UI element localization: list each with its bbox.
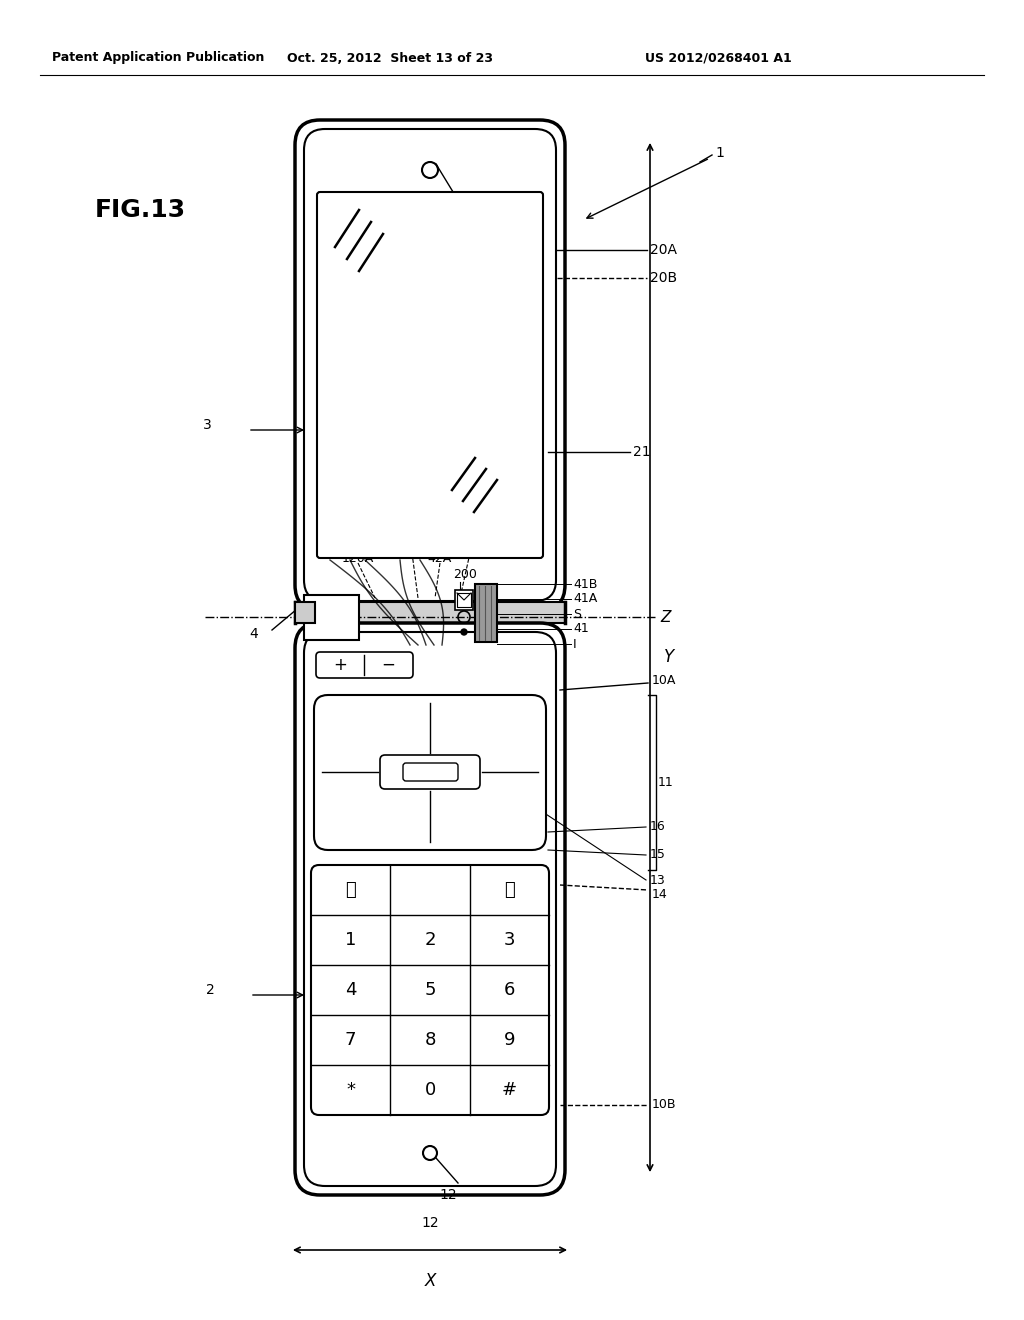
Bar <box>295 602 315 623</box>
Text: S: S <box>573 607 581 620</box>
Text: 4: 4 <box>345 981 356 999</box>
Bar <box>455 590 473 610</box>
Text: 5: 5 <box>424 981 436 999</box>
Text: Oct. 25, 2012  Sheet 13 of 23: Oct. 25, 2012 Sheet 13 of 23 <box>287 51 493 65</box>
Bar <box>295 602 565 623</box>
Text: 20B: 20B <box>650 271 677 285</box>
FancyBboxPatch shape <box>295 120 565 610</box>
Text: 20A: 20A <box>650 243 677 257</box>
Bar <box>304 595 359 640</box>
Text: *: * <box>346 1081 355 1100</box>
Text: 14: 14 <box>652 888 668 902</box>
Text: 10B: 10B <box>652 1098 677 1111</box>
Text: #: # <box>502 1081 517 1100</box>
Text: 21: 21 <box>633 445 650 459</box>
Text: US 2012/0268401 A1: US 2012/0268401 A1 <box>645 51 792 65</box>
Text: 9: 9 <box>504 1031 515 1049</box>
FancyBboxPatch shape <box>314 696 546 850</box>
Text: I: I <box>573 638 577 651</box>
Text: 3: 3 <box>504 931 515 949</box>
Text: 41: 41 <box>573 623 589 635</box>
Text: 1: 1 <box>345 931 356 949</box>
Text: 12: 12 <box>439 1188 457 1203</box>
FancyBboxPatch shape <box>311 865 549 1115</box>
Text: 11: 11 <box>658 776 674 788</box>
Text: 6: 6 <box>504 981 515 999</box>
Text: FIG.13: FIG.13 <box>95 198 186 222</box>
Text: 41B: 41B <box>573 578 597 590</box>
Text: 2: 2 <box>206 983 215 997</box>
Text: 7: 7 <box>345 1031 356 1049</box>
Text: 41A: 41A <box>573 593 597 606</box>
Text: +: + <box>333 656 347 675</box>
Text: 4A: 4A <box>403 540 420 553</box>
Text: 2: 2 <box>424 931 436 949</box>
FancyBboxPatch shape <box>317 191 543 558</box>
Text: 15: 15 <box>650 849 666 862</box>
FancyBboxPatch shape <box>295 623 565 1195</box>
FancyBboxPatch shape <box>316 652 413 678</box>
Text: ⌢: ⌢ <box>345 880 356 899</box>
Text: 8: 8 <box>424 1031 435 1049</box>
Text: 22: 22 <box>498 205 515 219</box>
Text: 120: 120 <box>458 540 482 553</box>
Text: 10A: 10A <box>652 673 677 686</box>
Text: 200: 200 <box>453 568 477 581</box>
Text: −: − <box>381 656 395 675</box>
Text: Y: Y <box>664 648 674 667</box>
FancyBboxPatch shape <box>380 755 480 789</box>
Text: 4: 4 <box>249 627 258 642</box>
FancyBboxPatch shape <box>403 763 458 781</box>
Text: X: X <box>424 1272 435 1290</box>
Text: 3: 3 <box>203 418 212 432</box>
Text: 42A: 42A <box>428 552 453 565</box>
Text: 1: 1 <box>715 147 724 160</box>
Text: 13: 13 <box>650 874 666 887</box>
Text: Patent Application Publication: Patent Application Publication <box>52 51 264 65</box>
Bar <box>475 583 497 642</box>
Text: 12: 12 <box>421 1216 439 1230</box>
Circle shape <box>461 630 467 635</box>
Text: 0: 0 <box>424 1081 435 1100</box>
Text: ⌢: ⌢ <box>504 880 515 899</box>
Text: 16: 16 <box>650 821 666 833</box>
Text: 120A: 120A <box>342 552 374 565</box>
Text: Z: Z <box>660 610 671 624</box>
